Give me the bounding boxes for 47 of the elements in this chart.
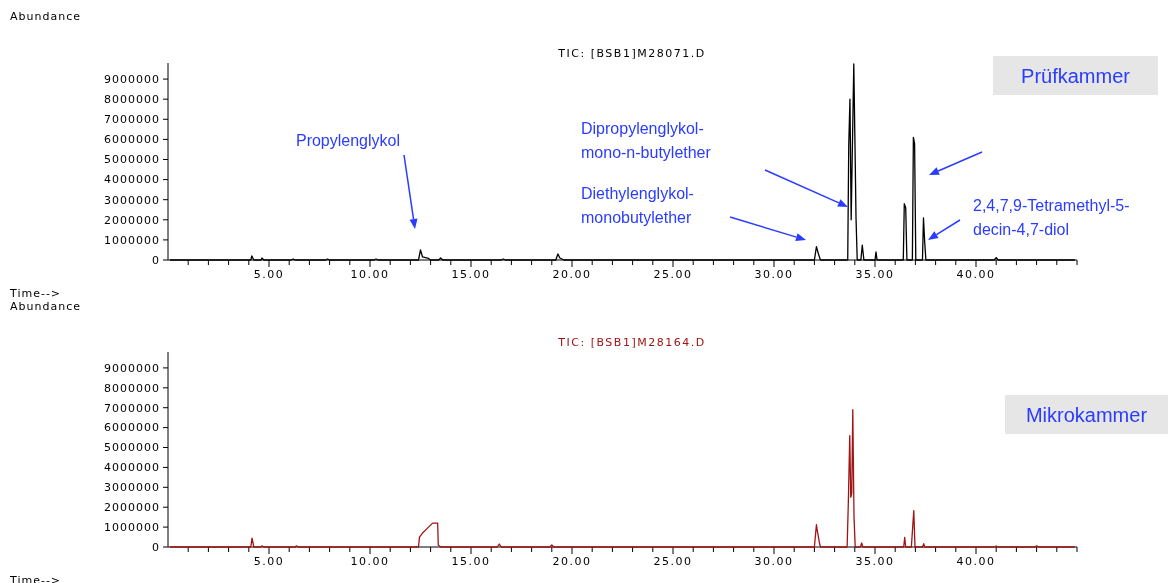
y-tick-label: 7000000: [104, 401, 160, 415]
annotation: Propylenglykol: [295, 132, 401, 149]
y-tick-label: 4000000: [104, 173, 160, 187]
y-axis-title: Abundance: [10, 10, 81, 23]
annotation: Diethylenglykol- monobutylether: [581, 185, 694, 226]
chart-title: TIC: [BSB1]M28164.D: [557, 336, 706, 349]
x-tick-label: 10.00: [350, 268, 390, 281]
annotation: Mikrokammer: [1025, 403, 1148, 426]
x-tick-label: 15.00: [451, 555, 491, 568]
x-tick-label: 40.00: [956, 268, 996, 281]
y-tick-label: 8000000: [104, 93, 160, 107]
y-tick-label: 3000000: [104, 193, 160, 207]
y-tick-label: 2000000: [104, 501, 160, 515]
x-tick-label: 35.00: [855, 268, 895, 281]
x-tick-label: 5.00: [253, 268, 285, 281]
y-tick-label: 0: [152, 540, 160, 554]
x-tick-label: 15.00: [451, 268, 491, 281]
annotation: 2,4,7,9-Tetramethyl-5- decin-4,7-diol: [973, 197, 1130, 238]
x-tick-label: 25.00: [653, 268, 693, 281]
y-tick-label: 6000000: [104, 421, 160, 435]
x-tick-label: 40.00: [956, 555, 996, 568]
x-tick-label: 35.00: [855, 555, 895, 568]
y-tick-label: 2000000: [104, 213, 160, 227]
y-tick-label: 0: [152, 253, 160, 267]
y-axis-title: Abundance: [10, 300, 81, 313]
y-tick-label: 7000000: [104, 113, 160, 127]
y-tick-label: 5000000: [104, 153, 160, 167]
y-tick-label: 9000000: [104, 72, 160, 86]
y-tick-label: 8000000: [104, 381, 160, 395]
x-tick-label: 30.00: [754, 555, 794, 568]
annotation: Dipropylenglykol- mono-n-butylether: [581, 120, 712, 161]
x-tick-label: 25.00: [653, 555, 693, 568]
x-axis-title: Time-->: [9, 287, 62, 300]
y-tick-label: 4000000: [104, 461, 160, 475]
x-tick-label: 20.00: [552, 268, 592, 281]
annotation: Prüfkammer: [1021, 64, 1131, 87]
y-tick-label: 1000000: [104, 520, 160, 534]
x-tick-label: 20.00: [552, 555, 592, 568]
y-tick-label: 5000000: [104, 441, 160, 455]
x-tick-label: 10.00: [350, 555, 390, 568]
x-tick-label: 30.00: [754, 268, 794, 281]
y-tick-label: 9000000: [104, 361, 160, 375]
chart-title: TIC: [BSB1]M28071.D: [557, 47, 706, 60]
y-tick-label: 6000000: [104, 133, 160, 147]
x-tick-label: 5.00: [253, 555, 285, 568]
y-tick-label: 3000000: [104, 481, 160, 495]
y-tick-label: 1000000: [104, 233, 160, 247]
